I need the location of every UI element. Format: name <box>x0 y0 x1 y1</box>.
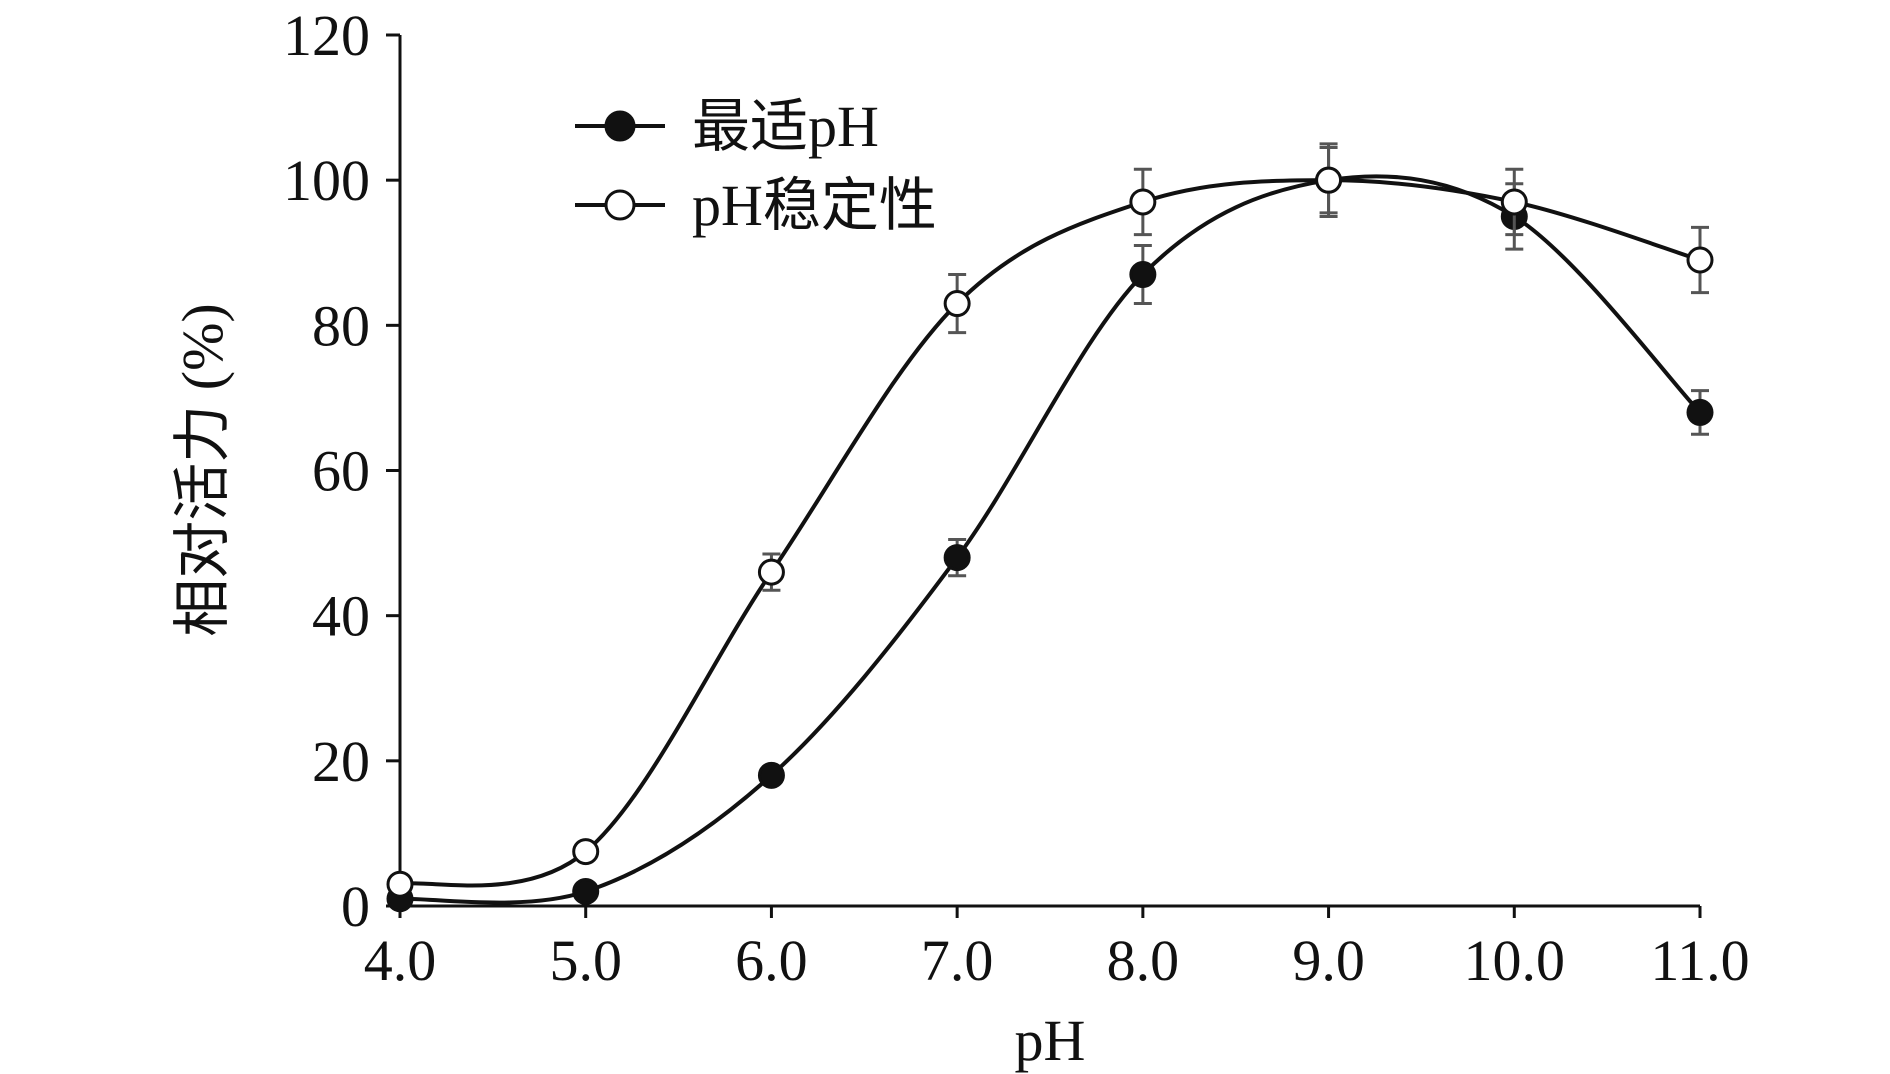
x-tick-label: 6.0 <box>735 928 808 993</box>
data-point <box>1686 398 1714 426</box>
x-tick-label: 8.0 <box>1107 928 1180 993</box>
legend-label-ph-stability: pH稳定性 <box>692 173 937 238</box>
x-tick-label: 7.0 <box>921 928 994 993</box>
x-ticks: 4.0 5.0 6.0 7.0 8.0 9.0 10.0 11.0 <box>364 906 1750 993</box>
data-point <box>757 558 785 586</box>
data-point <box>1129 188 1157 216</box>
x-tick-label: 9.0 <box>1292 928 1365 993</box>
series-optimal-ph <box>386 142 1714 913</box>
legend-marker-ph-stability <box>604 189 636 221</box>
x-tick-label: 5.0 <box>549 928 622 993</box>
data-point <box>572 877 600 905</box>
series-layer <box>386 142 1714 913</box>
data-point <box>386 870 414 898</box>
y-tick-label: 60 <box>312 439 370 504</box>
legend-item-ph-stability: pH稳定性 <box>575 173 937 238</box>
series-ph-stability <box>386 146 1714 898</box>
y-tick-label: 100 <box>283 148 370 213</box>
data-point <box>572 838 600 866</box>
y-tick-label: 80 <box>312 293 370 358</box>
x-axis-title: pH <box>1015 1008 1086 1073</box>
y-ticks: 0 20 40 60 80 100 120 <box>283 3 400 939</box>
data-point <box>757 761 785 789</box>
y-tick-label: 40 <box>312 584 370 649</box>
x-tick-label: 10.0 <box>1464 928 1566 993</box>
data-point <box>1129 261 1157 289</box>
legend: 最适pH pH稳定性 <box>575 94 937 238</box>
data-point <box>1686 246 1714 274</box>
legend-label-optimal-ph: 最适pH <box>692 94 879 159</box>
series-line <box>399 178 1701 888</box>
legend-item-optimal-ph: 最适pH <box>575 94 879 159</box>
data-point <box>943 290 971 318</box>
data-point <box>943 544 971 572</box>
series-line <box>399 174 1702 905</box>
legend-marker-optimal-ph <box>604 110 636 142</box>
x-tick-label: 11.0 <box>1650 928 1749 993</box>
y-axis-title: 相对活力 (%) <box>170 303 235 636</box>
x-tick-label: 4.0 <box>364 928 437 993</box>
y-tick-label: 20 <box>312 729 370 794</box>
data-point <box>1315 166 1343 194</box>
axes <box>398 35 1700 908</box>
data-point <box>1500 188 1528 216</box>
y-tick-label: 120 <box>283 3 370 68</box>
y-tick-label: 0 <box>341 874 370 939</box>
